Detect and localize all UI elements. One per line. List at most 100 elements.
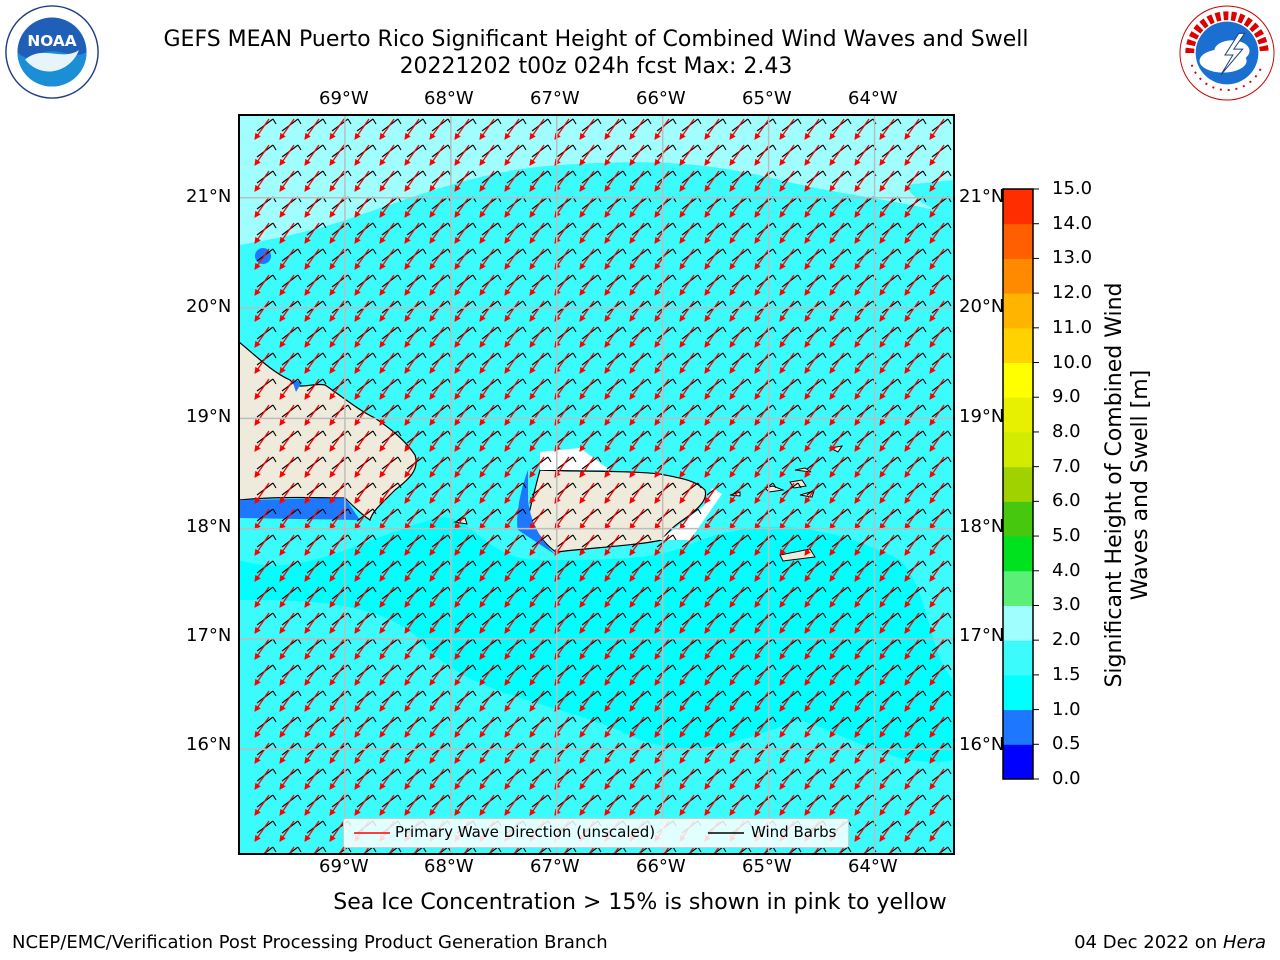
wave-direction-arrow [454, 352, 470, 374]
wave-direction-arrow [254, 560, 270, 582]
wave-direction-arrow [854, 144, 870, 166]
wave-direction-arrow [854, 326, 870, 348]
wave-direction-arrow [304, 560, 320, 582]
wave-direction-arrow [955, 119, 969, 139]
wave-direction-arrow [904, 170, 920, 192]
wave-direction-arrow [729, 300, 745, 322]
wave-direction-arrow [604, 534, 620, 556]
wave-direction-arrow [479, 300, 495, 322]
wave-direction-arrow [779, 664, 795, 686]
wave-direction-arrow [929, 118, 945, 140]
wave-direction-arrow [604, 118, 620, 140]
wave-direction-arrow [279, 482, 295, 504]
wave-direction-arrow [929, 274, 945, 296]
wind-barb [957, 327, 976, 339]
wave-direction-arrow [804, 378, 820, 400]
wave-direction-arrow [729, 586, 745, 608]
wave-direction-arrow [379, 560, 395, 582]
wave-direction-arrow [354, 300, 370, 322]
colorbar-segment [1003, 223, 1033, 259]
wind-barb [957, 353, 976, 365]
wave-direction-arrow [429, 430, 445, 452]
wave-direction-arrow [955, 145, 969, 165]
wave-direction-arrow [529, 560, 545, 582]
wave-direction-arrow [754, 144, 770, 166]
wave-direction-arrow [329, 534, 345, 556]
wave-direction-arrow [604, 664, 620, 686]
wave-direction-arrow [729, 612, 745, 634]
wave-direction-arrow [629, 690, 645, 712]
footer-credit: NCEP/EMC/Verification Post Processing Pr… [12, 932, 608, 953]
wave-direction-arrow [254, 612, 270, 634]
wave-direction-arrow [579, 482, 595, 504]
wave-direction-arrow [629, 430, 645, 452]
wave-direction-arrow [604, 430, 620, 452]
wave-direction-arrow [879, 664, 895, 686]
chart-title: GEFS MEAN Puerto Rico Significant Height… [163, 27, 1029, 52]
wave-direction-arrow [454, 638, 470, 660]
wave-direction-arrow [529, 118, 545, 140]
wave-direction-arrow [329, 482, 345, 504]
y-tick-left-1: 20°N [186, 296, 232, 317]
wave-direction-arrow [579, 378, 595, 400]
y-tick-left-2: 19°N [186, 406, 232, 427]
colorbar-tick-label: 2.0 [1052, 629, 1081, 651]
wave-direction-arrow [329, 118, 345, 140]
wave-direction-arrow [879, 482, 895, 504]
wave-direction-arrow [379, 534, 395, 556]
colorbar-tick-label: 15.0 [1052, 178, 1093, 199]
wave-direction-arrow [529, 352, 545, 374]
wave-direction-arrow [704, 612, 720, 634]
wave-direction-arrow [304, 378, 320, 400]
wave-direction-arrow [754, 456, 770, 478]
wave-direction-arrow [904, 430, 920, 452]
wave-direction-arrow [879, 300, 895, 322]
wave-direction-arrow [279, 430, 295, 452]
wave-direction-arrow [754, 170, 770, 192]
wave-direction-arrow [729, 482, 745, 504]
wave-direction-arrow [904, 378, 920, 400]
colorbar-tick-label: 10.0 [1052, 351, 1093, 373]
wave-direction-arrow [379, 508, 395, 530]
wave-direction-arrow [404, 508, 420, 530]
wave-direction-arrow [854, 118, 870, 140]
wave-direction-arrow [504, 118, 520, 140]
wave-direction-arrow [854, 196, 870, 218]
wave-direction-arrow [629, 456, 645, 478]
wave-direction-arrow [454, 690, 470, 712]
wave-direction-arrow [829, 222, 845, 244]
wave-direction-arrow [955, 483, 969, 503]
wave-direction-arrow [254, 456, 270, 478]
wave-direction-arrow [504, 300, 520, 322]
wave-direction-arrow [429, 274, 445, 296]
wave-direction-arrow [429, 664, 445, 686]
colorbar-segment [1003, 189, 1033, 225]
wave-direction-arrow [754, 560, 770, 582]
wave-direction-arrow [254, 378, 270, 400]
wave-direction-arrow [854, 248, 870, 270]
wave-direction-arrow [279, 170, 295, 192]
wave-direction-arrow [479, 144, 495, 166]
wave-direction-arrow [354, 430, 370, 452]
wave-direction-arrow [279, 326, 295, 348]
wave-direction-arrow [929, 690, 945, 712]
wave-direction-arrow [379, 378, 395, 400]
wave-direction-arrow [804, 404, 820, 426]
wave-direction-arrow [379, 430, 395, 452]
wave-direction-arrow [729, 404, 745, 426]
wave-direction-arrow [254, 664, 270, 686]
wave-direction-arrow [729, 638, 745, 660]
wave-direction-arrow [454, 196, 470, 218]
wind-barb [957, 119, 976, 131]
wave-direction-arrow [604, 612, 620, 634]
wave-direction-arrow [479, 560, 495, 582]
wave-direction-arrow [929, 404, 945, 426]
wave-direction-arrow [454, 534, 470, 556]
wave-direction-arrow [804, 170, 820, 192]
wave-direction-arrow [879, 560, 895, 582]
wave-direction-arrow [304, 430, 320, 452]
y-tick-right-2: 19°N [959, 406, 1003, 427]
wave-direction-arrow [904, 638, 920, 660]
wave-direction-arrow [804, 534, 820, 556]
wave-direction-arrow [729, 456, 745, 478]
